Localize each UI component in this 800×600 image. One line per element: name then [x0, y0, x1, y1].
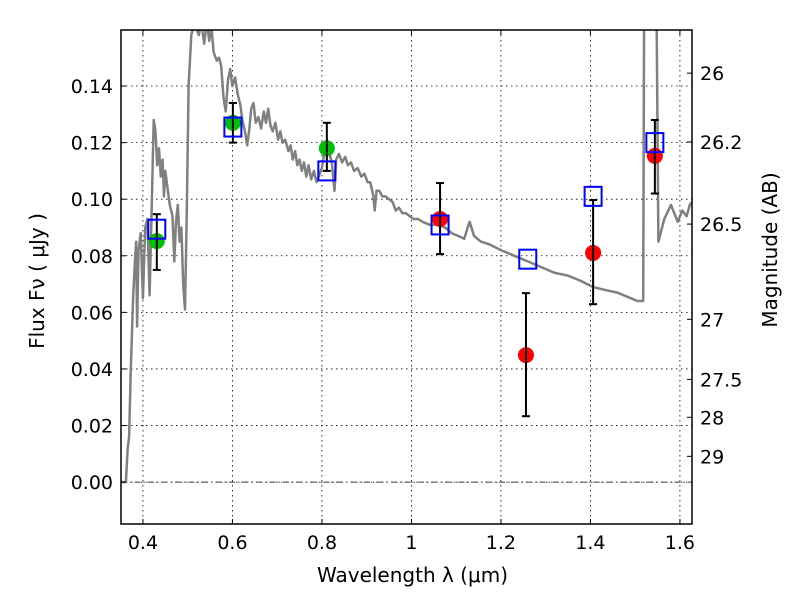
magnitude-tick-label: 28	[700, 407, 724, 429]
x-axis-label: Wavelength λ (μm)	[317, 563, 508, 587]
y-axis-ticks: 0.00 0.02 0.04 0.06 0.08 0.10 0.12 0.14	[71, 76, 126, 494]
y-tick-label: 0.14	[71, 76, 113, 98]
model-square-point	[317, 160, 337, 182]
magnitude-tick-label: 29	[700, 446, 724, 468]
magnitude-tick-label: 27.5	[700, 369, 742, 391]
magnitude-axis-label: Magnitude (AB)	[758, 172, 782, 327]
x-tick-label: 1.6	[665, 532, 695, 554]
model-square-point	[583, 185, 603, 207]
model-square-point	[645, 132, 665, 154]
magnitude-tick-label: 27	[700, 309, 724, 331]
model-square-point	[430, 214, 450, 236]
y-axis-label: Flux Fν ( μJy )	[25, 213, 49, 349]
x-tick-label: 0.8	[307, 532, 337, 554]
model-square-point	[518, 248, 538, 270]
magnitude-tick-label: 26	[700, 63, 724, 85]
model-square-point	[223, 116, 243, 138]
y-tick-label: 0.06	[71, 302, 113, 324]
spectrum-line	[121, 30, 692, 484]
y-tick-label: 0.04	[71, 359, 113, 381]
model-square-point	[147, 218, 167, 240]
magnitude-tick-label: 26.2	[700, 132, 742, 154]
x-tick-label: 1	[405, 532, 417, 554]
y-tick-label: 0.08	[71, 246, 113, 268]
x-tick-label: 1.2	[486, 532, 516, 554]
x-axis-ticks: 0.4 0.6 0.8 1 1.2 1.4 1.6	[128, 30, 695, 554]
x-tick-label: 0.4	[128, 532, 158, 554]
magnitude-axis-ticks: 26 26.2 26.5 27 27.5 28 29	[687, 63, 742, 468]
y-tick-label: 0.02	[71, 416, 113, 438]
y-tick-label: 0.10	[71, 189, 113, 211]
magnitude-tick-label: 26.5	[700, 214, 742, 236]
axes-frame	[120, 29, 693, 525]
x-tick-label: 1.4	[575, 532, 605, 554]
x-tick-label: 0.6	[217, 532, 247, 554]
plot-area	[121, 30, 692, 484]
y-tick-label: 0.12	[71, 133, 113, 155]
y-tick-label: 0.00	[71, 472, 113, 494]
